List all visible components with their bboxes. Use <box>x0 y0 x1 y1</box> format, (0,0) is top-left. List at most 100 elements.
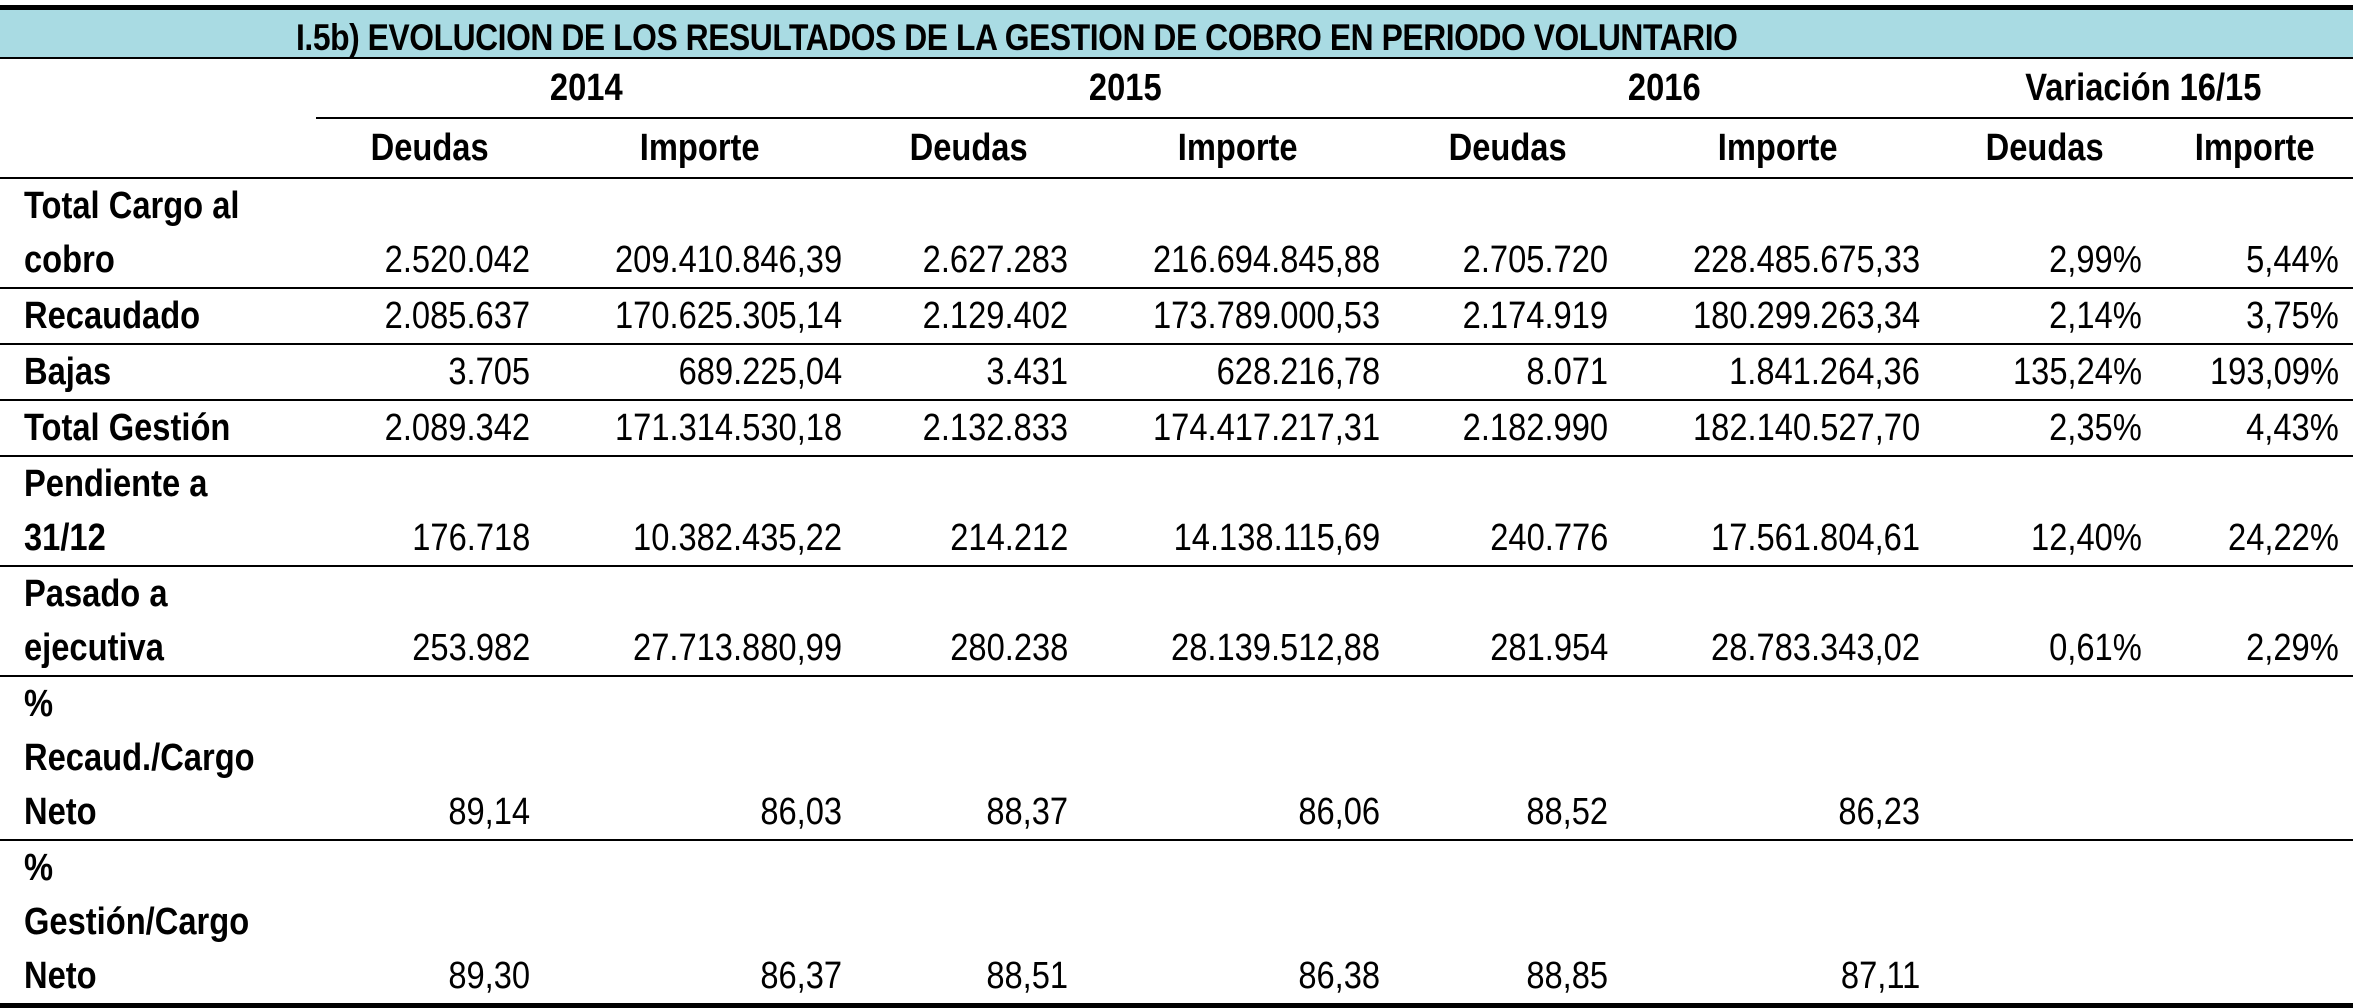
sub-header-deudas: Deudas <box>316 118 544 179</box>
cell-value: 2.174.919 <box>1394 288 1623 345</box>
row-label: % Recaud./Cargo Neto <box>0 676 316 841</box>
cell-value: 2.129.402 <box>856 288 1083 345</box>
table-title-bar: I.5b) EVOLUCION DE LOS RESULTADOS DE LA … <box>0 5 2353 59</box>
cell-value: 171.314.530,18 <box>544 400 857 457</box>
cell-value: 10.382.435,22 <box>544 456 857 567</box>
cell-value: 228.485.675,33 <box>1622 178 1935 289</box>
cell-value: 216.694.845,88 <box>1082 178 1395 289</box>
cell-value: 86,03 <box>544 676 857 841</box>
year-header-variation: Variación 16/15 <box>1934 59 2353 119</box>
cell-value: 24,22% <box>2156 456 2353 567</box>
cell-value: 193,09% <box>2156 344 2353 401</box>
cell-value: 280.238 <box>856 566 1083 677</box>
cell-value: 28.783.343,02 <box>1622 566 1935 677</box>
row-label: Total Gestión <box>0 400 316 457</box>
table-row: Pendiente a 31/12 176.718 10.382.435,22 214.… <box>0 456 2353 567</box>
row-label-line: % <box>24 683 54 725</box>
cell-value: 88,37 <box>856 676 1083 841</box>
year-header-2015: 2015 <box>856 59 1395 119</box>
table-title: I.5b) EVOLUCION DE LOS RESULTADOS DE LA … <box>296 17 1738 58</box>
table-row: % Recaud./Cargo Neto 89,14 86,03 88,37 86,06 88… <box>0 676 2353 841</box>
cell-value: 2.520.042 <box>316 178 544 289</box>
row-label-line: ejecutiva <box>24 627 164 669</box>
cell-value: 87,11 <box>1622 840 1935 1008</box>
row-label-line: Pendiente a <box>24 463 208 505</box>
sub-header-importe: Importe <box>1082 118 1395 179</box>
cell-value: 176.718 <box>316 456 544 567</box>
sub-header-importe: Importe <box>2156 118 2353 179</box>
cell-value: 3.431 <box>856 344 1083 401</box>
cell-value: 27.713.880,99 <box>544 566 857 677</box>
cell-value: 173.789.000,53 <box>1082 288 1395 345</box>
row-label-line: cobro <box>24 239 115 281</box>
cell-value: 86,23 <box>1622 676 1935 841</box>
results-table: 2014 2015 2016 Variación 16/15 Deudas Im… <box>0 59 2353 1008</box>
sub-header-spacer <box>0 118 316 179</box>
cell-value: 3.705 <box>316 344 544 401</box>
cell-value: 689.225,04 <box>544 344 857 401</box>
row-label-line: Recaud./Cargo <box>24 737 255 779</box>
cell-value: 89,30 <box>316 840 544 1008</box>
year-header-2016: 2016 <box>1394 59 1935 119</box>
cell-value: 2.132.833 <box>856 400 1083 457</box>
cell-value: 170.625.305,14 <box>544 288 857 345</box>
cell-value: 2.627.283 <box>856 178 1083 289</box>
row-label: Recaudado <box>0 288 316 345</box>
row-label-line: Gestión/Cargo <box>24 901 250 943</box>
cell-value: 3,75% <box>2156 288 2353 345</box>
cell-value: 2,29% <box>2156 566 2353 677</box>
cell-value: 240.776 <box>1394 456 1623 567</box>
sub-header-row: Deudas Importe Deudas Importe Deudas Imp… <box>0 118 2353 179</box>
cell-value: 88,85 <box>1394 840 1623 1008</box>
table-row: Total Gestión 2.089.342 171.314.530,18 2.13… <box>0 400 2353 457</box>
cell-value: 4,43% <box>2156 400 2353 457</box>
cell-value: 135,24% <box>1934 344 2157 401</box>
cell-value <box>1934 676 2157 841</box>
row-label-line: Neto <box>24 955 97 997</box>
cell-value: 2,35% <box>1934 400 2157 457</box>
cell-value: 2,99% <box>1934 178 2157 289</box>
cell-value <box>2156 840 2353 1008</box>
row-label-line: 31/12 <box>24 517 106 559</box>
row-label: Pasado a ejecutiva <box>0 566 316 677</box>
sub-header-importe: Importe <box>1622 118 1935 179</box>
row-label-line: Recaudado <box>24 295 201 337</box>
table-row: Pasado a ejecutiva 253.982 27.713.880,99 280… <box>0 566 2353 677</box>
sub-header-importe: Importe <box>544 118 857 179</box>
row-label: Total Cargo al cobro <box>0 178 316 289</box>
year-header-2014: 2014 <box>316 59 857 119</box>
cell-value: 2.705.720 <box>1394 178 1623 289</box>
cell-value: 88,51 <box>856 840 1083 1008</box>
row-label-line: % <box>24 847 54 889</box>
cell-value: 182.140.527,70 <box>1622 400 1935 457</box>
sub-header-deudas: Deudas <box>856 118 1083 179</box>
cell-value: 2.089.342 <box>316 400 544 457</box>
cell-value: 88,52 <box>1394 676 1623 841</box>
table-row: Total Cargo al cobro 2.520.042 209.410.846,… <box>0 178 2353 289</box>
cell-value: 17.561.804,61 <box>1622 456 1935 567</box>
row-label-line: Total Gestión <box>24 407 231 449</box>
table-body: Total Cargo al cobro 2.520.042 209.410.846,… <box>0 178 2353 1008</box>
cell-value: 2.085.637 <box>316 288 544 345</box>
year-header-row: 2014 2015 2016 Variación 16/15 <box>0 59 2353 119</box>
cell-value: 0,61% <box>1934 566 2157 677</box>
header-spacer <box>0 59 316 118</box>
table-row: Recaudado 2.085.637 170.625.305,14 2.129.40… <box>0 288 2353 345</box>
row-label: % Gestión/Cargo Neto <box>0 840 316 1008</box>
cell-value: 28.139.512,88 <box>1082 566 1395 677</box>
cell-value: 86,38 <box>1082 840 1395 1008</box>
cell-value: 214.212 <box>856 456 1083 567</box>
row-label-line: Total Cargo al <box>24 185 240 227</box>
cell-value: 1.841.264,36 <box>1622 344 1935 401</box>
cell-value: 14.138.115,69 <box>1082 456 1395 567</box>
row-label-line: Neto <box>24 791 97 833</box>
cell-value: 86,37 <box>544 840 857 1008</box>
row-label-line: Bajas <box>24 351 112 393</box>
row-label: Bajas <box>0 344 316 401</box>
cell-value: 628.216,78 <box>1082 344 1395 401</box>
cell-value: 180.299.263,34 <box>1622 288 1935 345</box>
cell-value <box>1934 840 2157 1008</box>
cell-value: 2.182.990 <box>1394 400 1623 457</box>
cell-value: 281.954 <box>1394 566 1623 677</box>
